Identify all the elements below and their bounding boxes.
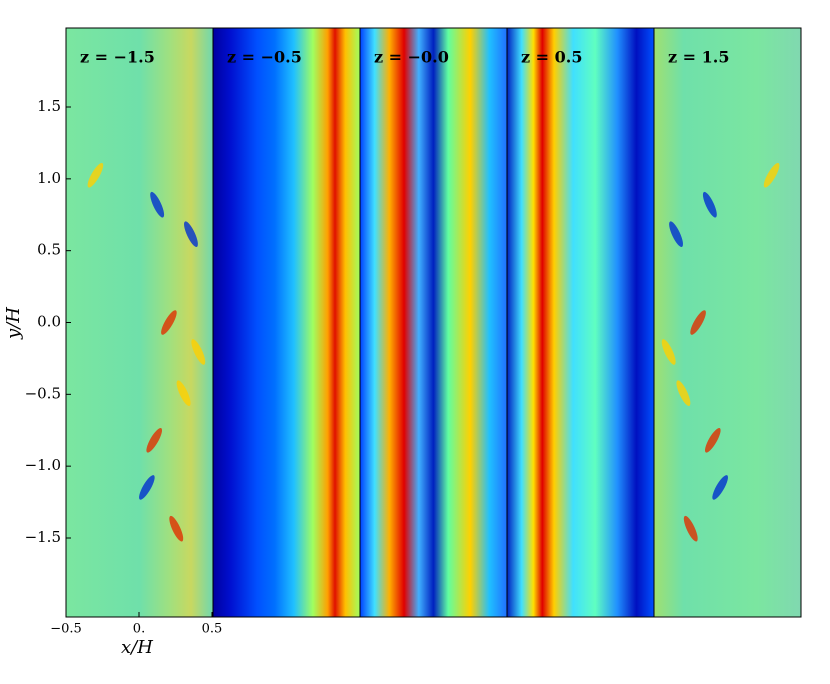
field-streak xyxy=(676,380,691,406)
y-tick-label: −0.5 xyxy=(25,384,61,402)
field-streak xyxy=(683,515,698,542)
field-image xyxy=(507,28,654,617)
y-tick-label: 1.0 xyxy=(37,169,61,187)
field-streak xyxy=(184,221,198,247)
field-image xyxy=(213,28,360,617)
field-streak xyxy=(661,339,676,365)
y-tick-label: 1.5 xyxy=(37,97,61,115)
x-tick-label: −0.5 xyxy=(50,622,82,637)
x-tick-label: 0.5 xyxy=(202,622,223,637)
y-tick-label: −1.0 xyxy=(25,456,61,474)
panel-title: z = −0.5 xyxy=(227,48,302,67)
field-streak xyxy=(690,310,706,335)
field-image xyxy=(66,28,213,617)
field-streak xyxy=(712,475,728,500)
field-image xyxy=(360,28,507,617)
field-streak xyxy=(191,339,206,365)
field-streak xyxy=(146,428,163,453)
field-streak xyxy=(87,162,104,188)
y-axis-label: y/H xyxy=(3,307,24,340)
field-streak xyxy=(763,162,780,188)
y-tick-label: 0.5 xyxy=(37,241,61,259)
field-streak xyxy=(150,191,165,218)
field-streak xyxy=(139,475,155,500)
y-tick-label: −1.5 xyxy=(25,528,61,546)
panel-title: z = −1.5 xyxy=(80,48,155,67)
field-streak xyxy=(669,221,683,247)
field-streak xyxy=(702,191,717,218)
panel-title: z = −0.0 xyxy=(374,48,449,67)
field-streak xyxy=(161,310,177,335)
panel-title: z = 0.5 xyxy=(521,48,582,67)
x-axis-label: x/H xyxy=(121,637,153,658)
field-streak xyxy=(176,380,191,406)
x-tick-label: 0. xyxy=(133,622,145,637)
y-tick-label: 0.0 xyxy=(37,313,61,331)
field-streak xyxy=(169,515,184,542)
panel-title: z = 1.5 xyxy=(668,48,729,67)
field-streak xyxy=(704,428,721,453)
field-image xyxy=(654,28,801,617)
panel-frame xyxy=(653,27,802,618)
